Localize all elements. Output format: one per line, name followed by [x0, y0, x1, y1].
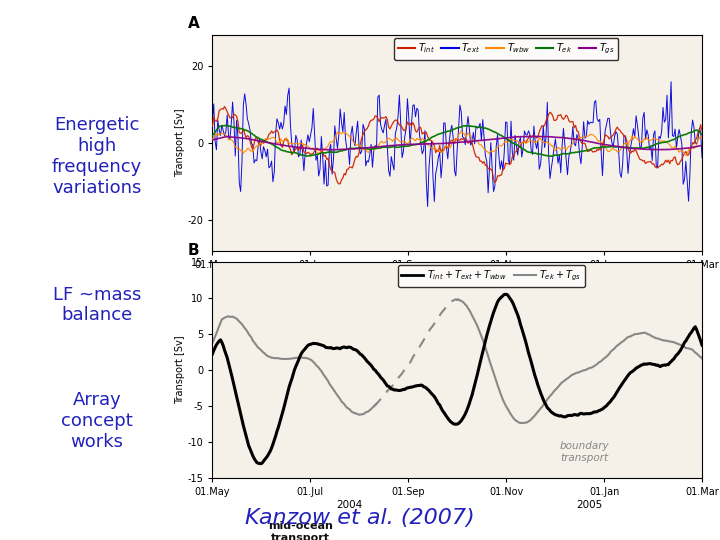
Y-axis label: Transport [Sv]: Transport [Sv] [175, 109, 185, 178]
Text: mid-ocean
transport: mid-ocean transport [268, 521, 392, 540]
Text: Energetic
high
frequency
variations: Energetic high frequency variations [52, 117, 143, 197]
Text: A: A [188, 16, 199, 31]
Text: B: B [188, 242, 199, 258]
Legend: $T_{int}$, $T_{ext}$, $T_{wbw}$, $T_{ek}$, $T_{gs}$: $T_{int}$, $T_{ext}$, $T_{wbw}$, $T_{ek}… [394, 38, 618, 60]
Text: boundary
transport: boundary transport [559, 441, 609, 463]
Text: Kanzow et al. (2007): Kanzow et al. (2007) [246, 508, 474, 529]
Y-axis label: Transport [Sv]: Transport [Sv] [175, 335, 185, 404]
Text: 2005: 2005 [576, 500, 603, 510]
Text: Array
concept
works: Array concept works [61, 392, 133, 451]
Legend: $T_{int} + T_{ext} + T_{wbw}$, $T_{ek} + T_{gs}$: $T_{int} + T_{ext} + T_{wbw}$, $T_{ek} +… [397, 265, 585, 287]
Text: 2004: 2004 [336, 500, 363, 510]
Text: LF ~mass
balance: LF ~mass balance [53, 286, 141, 325]
